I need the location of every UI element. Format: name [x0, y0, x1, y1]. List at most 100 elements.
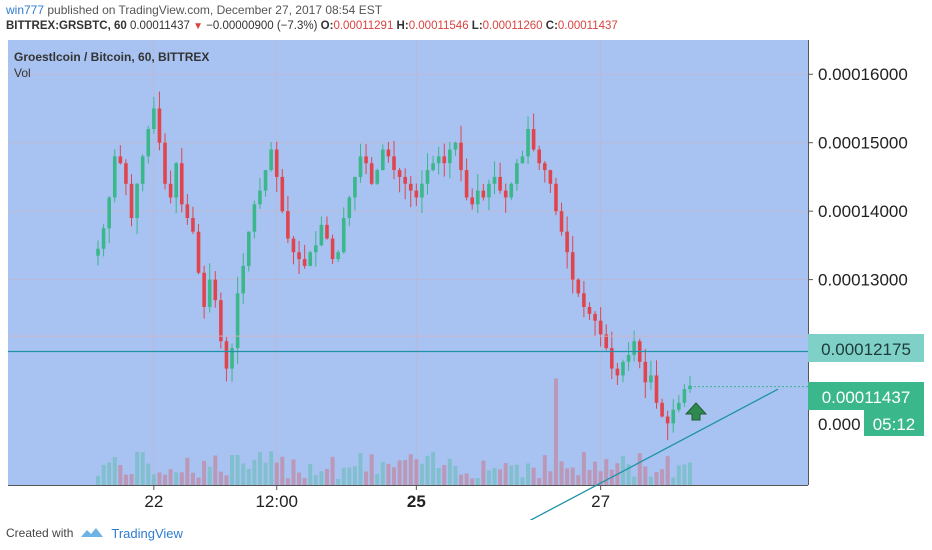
legend-title: Groestlcoin / Bitcoin, 60, BITTREX	[14, 50, 209, 64]
time-axis[interactable]	[8, 485, 808, 515]
volume-bar	[196, 477, 201, 485]
volume-bars	[96, 378, 692, 485]
volume-bar	[581, 451, 586, 485]
candle-body	[269, 149, 273, 171]
volume-bar	[470, 478, 475, 485]
volume-bar	[336, 478, 341, 485]
volume-bar	[436, 468, 441, 485]
volume-bar	[364, 471, 369, 485]
candle-body	[314, 245, 318, 253]
close-label: C:	[545, 20, 558, 32]
volume-bar	[157, 472, 162, 485]
candle-body	[196, 231, 201, 273]
candle-body	[135, 183, 139, 218]
volume-bar	[252, 459, 257, 485]
candle-body	[297, 252, 301, 260]
tradingview-brand[interactable]: TradingView	[111, 525, 183, 541]
candle-body	[677, 402, 681, 410]
volume-bar	[676, 465, 681, 485]
volume-bar	[688, 462, 692, 485]
candle-body	[459, 142, 463, 171]
candle-body	[682, 389, 687, 403]
volume-bar	[207, 466, 212, 485]
candle-body	[548, 170, 553, 184]
volume-bar	[330, 456, 335, 485]
volume-bar	[107, 462, 112, 485]
candle-body	[492, 176, 497, 184]
symbol-label: BITTREX:GRSBTC, 60	[6, 20, 127, 32]
candle-body	[414, 190, 419, 198]
price-tick-label: 0.00014000	[818, 202, 908, 221]
candle-body	[118, 156, 123, 164]
candle-body	[610, 348, 614, 369]
volume-bar	[302, 477, 307, 485]
volume-bar	[514, 464, 519, 485]
volume-bar	[498, 469, 503, 485]
alert-price-label-bg	[808, 334, 924, 362]
candle-body	[397, 170, 402, 177]
price-chart[interactable]: 0.00016000 0.00015000 0.00014000 0.00013000…	[0, 0, 932, 520]
candle-body	[101, 228, 106, 249]
close-value: 0.00011437	[557, 20, 618, 32]
candle-body	[308, 252, 313, 266]
volume-bar	[604, 459, 609, 485]
time-tick-label: 22	[144, 492, 163, 511]
countdown-label-bg	[864, 410, 924, 436]
last-price-label: 0.00011437	[822, 388, 911, 407]
candle-body	[498, 176, 502, 191]
volume-bar	[185, 457, 190, 485]
up-arrow-icon[interactable]	[684, 402, 708, 421]
candle-body	[660, 402, 664, 417]
publish-info: published on TradingView.com, December 2…	[47, 3, 383, 17]
volume-bar	[112, 457, 117, 485]
candle-body	[559, 211, 564, 232]
candle-body	[582, 293, 586, 307]
volume-bar	[643, 466, 648, 485]
candle-body	[542, 163, 547, 171]
volume-bar	[179, 472, 184, 485]
candle-body	[319, 224, 324, 246]
volume-bar	[190, 472, 195, 485]
volume-bar	[235, 454, 240, 485]
candle-body	[570, 252, 575, 280]
volume-bar	[492, 467, 497, 485]
low-label: L:	[471, 20, 483, 32]
open-label: O:	[320, 20, 334, 32]
candle-body	[325, 224, 329, 239]
change-value: −0.00000900 (−7.3%)	[206, 20, 318, 32]
candle-body	[453, 142, 458, 150]
volume-bar	[559, 461, 564, 485]
volume-bar	[475, 478, 480, 485]
volume-bar	[537, 478, 542, 485]
volume-bar	[358, 452, 363, 485]
candle-body	[179, 163, 184, 205]
candle-body	[598, 320, 603, 335]
candle-body	[258, 190, 262, 205]
candle-body	[420, 183, 424, 198]
volume-bar	[414, 459, 419, 485]
volume-bar	[246, 468, 251, 485]
candle-body	[241, 265, 246, 294]
plot-area[interactable]	[8, 40, 808, 485]
volume-bar	[280, 456, 285, 485]
volume-bar	[553, 378, 558, 485]
candle-body	[163, 142, 167, 184]
volume-bar	[486, 470, 491, 485]
candle-body	[302, 259, 307, 266]
author-name[interactable]: win777	[6, 3, 45, 17]
volume-bar	[620, 455, 625, 485]
candle-body	[112, 156, 117, 198]
volume-bar	[419, 463, 424, 485]
ohlc-bar: BITTREX:GRSBTC, 60 0.00011437 ▼ −0.00000…	[6, 20, 618, 32]
candle-body	[565, 231, 569, 253]
volume-bar	[531, 467, 536, 485]
time-tick-label: 25	[407, 492, 426, 511]
candle-body	[330, 238, 335, 260]
candle-body	[124, 163, 128, 184]
volume-bar	[565, 468, 570, 485]
volume-bar	[403, 460, 408, 485]
volume-bar	[632, 476, 637, 485]
candle-body	[475, 190, 480, 205]
candle-body	[381, 149, 385, 171]
candle-body	[392, 156, 396, 171]
